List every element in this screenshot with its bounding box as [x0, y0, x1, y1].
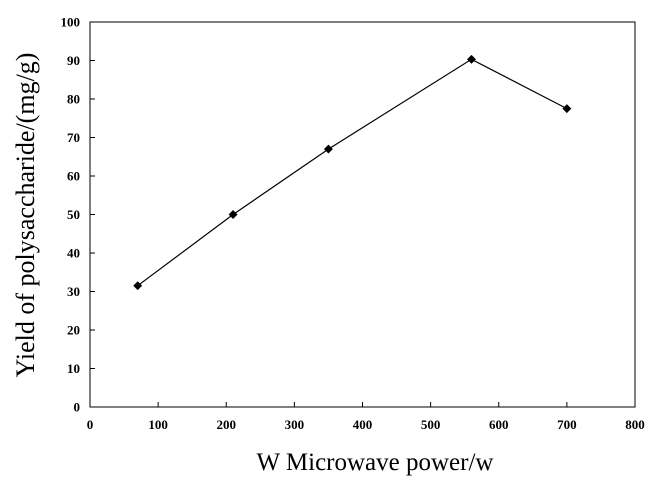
x-axis-title: W Microwave power/w [257, 449, 494, 476]
y-tick-label: 70 [67, 130, 80, 145]
y-axis-title: Yield of polysaccharide/(mg/g) [11, 53, 40, 378]
x-tick-label: 0 [87, 417, 94, 432]
y-tick-label: 10 [67, 361, 80, 376]
series-layer [133, 54, 572, 291]
data-point [133, 281, 143, 291]
data-point [466, 54, 477, 64]
y-axis-ticks: 0 10 20 30 40 50 60 70 80 90 100 [61, 15, 95, 415]
y-tick-label: 100 [61, 15, 81, 30]
data-point [323, 144, 333, 154]
y-tick-label: 30 [67, 284, 80, 299]
y-tick-label: 60 [67, 169, 80, 184]
x-tick-label: 300 [285, 417, 305, 432]
y-tick-label: 40 [67, 246, 80, 261]
y-tick-label: 90 [67, 53, 80, 68]
x-tick-label: 500 [421, 417, 441, 432]
y-tick-label: 0 [74, 400, 81, 415]
y-tick-label: 80 [67, 92, 80, 107]
series-line [137, 58, 568, 287]
x-tick-label: 200 [217, 417, 237, 432]
plot-frame [89, 21, 636, 408]
y-tick-label: 50 [67, 207, 80, 222]
x-axis-ticks: 0 100 200 300 400 500 600 700 800 [87, 402, 645, 432]
data-point [228, 209, 238, 220]
x-tick-label: 400 [353, 417, 373, 432]
x-tick-label: 800 [625, 417, 645, 432]
data-point [562, 104, 572, 114]
x-tick-label: 100 [148, 417, 168, 432]
x-tick-label: 700 [557, 417, 577, 432]
y-tick-label: 20 [67, 323, 80, 338]
x-tick-label: 600 [489, 417, 509, 432]
